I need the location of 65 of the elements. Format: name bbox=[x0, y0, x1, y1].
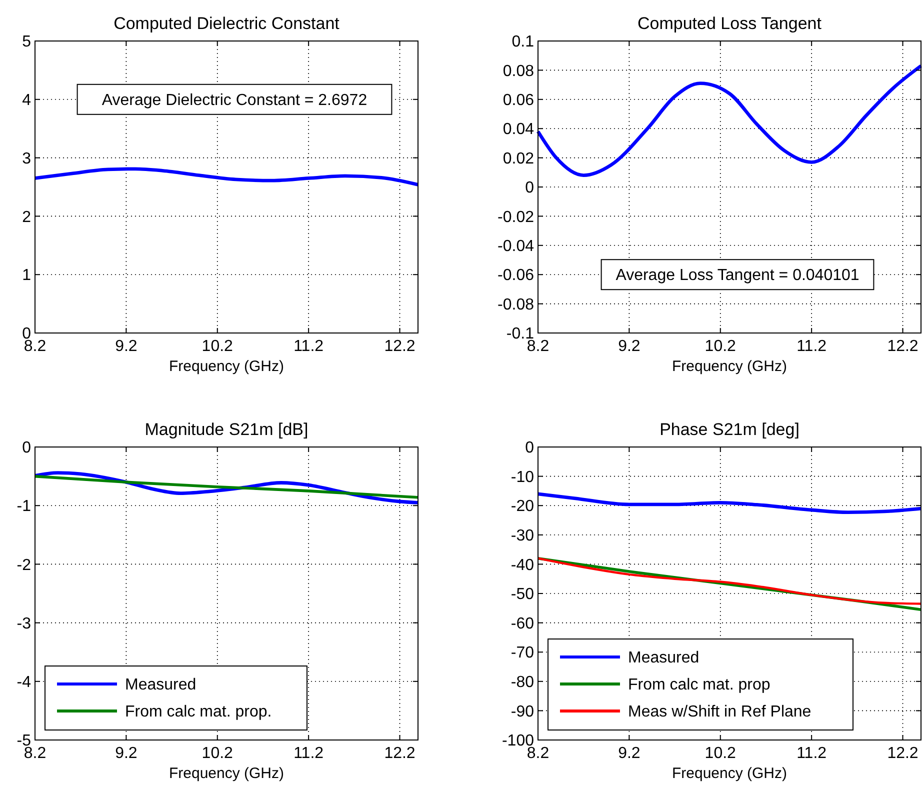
x-tick-label: 9.2 bbox=[115, 338, 138, 355]
y-tick-label: 0 bbox=[525, 440, 534, 457]
x-tick-label: 12.2 bbox=[887, 745, 918, 762]
y-tick-label: 0.1 bbox=[512, 34, 534, 51]
x-tick-label: 9.2 bbox=[618, 745, 640, 762]
x-tick-label: 10.2 bbox=[704, 338, 736, 355]
x-tick-label: 10.2 bbox=[202, 338, 234, 355]
line-series bbox=[33, 167, 420, 186]
x-tick-label: 11.2 bbox=[796, 338, 827, 355]
y-tick-label: -0.08 bbox=[498, 296, 534, 314]
y-tick-label: -1 bbox=[16, 498, 32, 516]
y-tick-label: 0.08 bbox=[502, 62, 534, 80]
annotation: Average Dielectric Constant = 2.6972 bbox=[102, 92, 368, 109]
y-tick-label: 0.06 bbox=[502, 92, 534, 109]
annotation: Average Loss Tangent = 0.040101 bbox=[616, 267, 860, 284]
x-tick-label: 11.2 bbox=[294, 338, 324, 355]
y-tick-label: -0.06 bbox=[498, 267, 534, 284]
line-series bbox=[536, 492, 923, 514]
x-tick-label: 10.2 bbox=[704, 745, 736, 762]
y-tick-label: 0 bbox=[525, 180, 534, 197]
y-tick-label: 5 bbox=[22, 34, 32, 51]
y-tick-label: -70 bbox=[510, 644, 534, 662]
y-tick-label: -0.02 bbox=[498, 208, 534, 226]
y-tick-label: 4 bbox=[22, 92, 32, 109]
x-tick-label: 12.2 bbox=[384, 338, 416, 355]
chart-title: Computed Loss Tangent bbox=[638, 14, 822, 33]
y-tick-label: -10 bbox=[510, 468, 534, 486]
line-series bbox=[536, 64, 923, 178]
x-tick-label: 9.2 bbox=[618, 338, 640, 355]
x-tick-label: 10.2 bbox=[202, 745, 234, 762]
legend-label: Measured bbox=[125, 676, 196, 694]
y-tick-label: 0.02 bbox=[502, 150, 534, 168]
y-tick-label: -40 bbox=[510, 556, 534, 574]
legend-label: Meas w/Shift in Ref Plane bbox=[628, 704, 812, 721]
x-axis-title: Frequency (GHz) bbox=[672, 765, 788, 782]
y-tick-label: 0 bbox=[22, 440, 32, 457]
chart-title: Magnitude S21m [dB] bbox=[144, 420, 308, 439]
legend-label: From calc mat. prop bbox=[628, 676, 770, 694]
y-tick-label: -20 bbox=[510, 498, 534, 516]
y-tick-label: -50 bbox=[510, 586, 534, 604]
y-tick-label: -3 bbox=[16, 615, 32, 632]
y-tick-label: 0.04 bbox=[502, 121, 534, 138]
y-tick-label: 1 bbox=[22, 267, 32, 284]
x-tick-label: 12.2 bbox=[384, 745, 416, 762]
y-tick-label: -4 bbox=[16, 674, 32, 691]
y-tick-label: -60 bbox=[510, 615, 534, 632]
y-tick-label: 2 bbox=[22, 208, 32, 226]
x-tick-label: 9.2 bbox=[115, 745, 138, 762]
chart-title: Computed Dielectric Constant bbox=[114, 14, 340, 33]
y-tick-label: -90 bbox=[510, 703, 534, 720]
line-series bbox=[34, 474, 420, 499]
x-tick-label: 11.2 bbox=[294, 745, 324, 762]
y-tick-label: -2 bbox=[16, 556, 32, 574]
legend-label: From calc mat. prop. bbox=[125, 704, 272, 721]
x-axis-title: Frequency (GHz) bbox=[168, 765, 284, 782]
y-tick-label: -30 bbox=[510, 528, 534, 544]
y-tick-label: 3 bbox=[22, 150, 32, 168]
chart-title: Phase S21m [deg] bbox=[660, 420, 800, 439]
x-axis-title: Frequency (GHz) bbox=[672, 358, 788, 375]
x-tick-label: 12.2 bbox=[887, 338, 918, 355]
y-tick-label: -0.04 bbox=[498, 238, 534, 255]
y-tick-label: -80 bbox=[510, 674, 534, 691]
x-tick-label: 11.2 bbox=[796, 745, 827, 762]
x-axis-title: Frequency (GHz) bbox=[168, 358, 284, 375]
legend-label: Measured bbox=[628, 650, 700, 667]
